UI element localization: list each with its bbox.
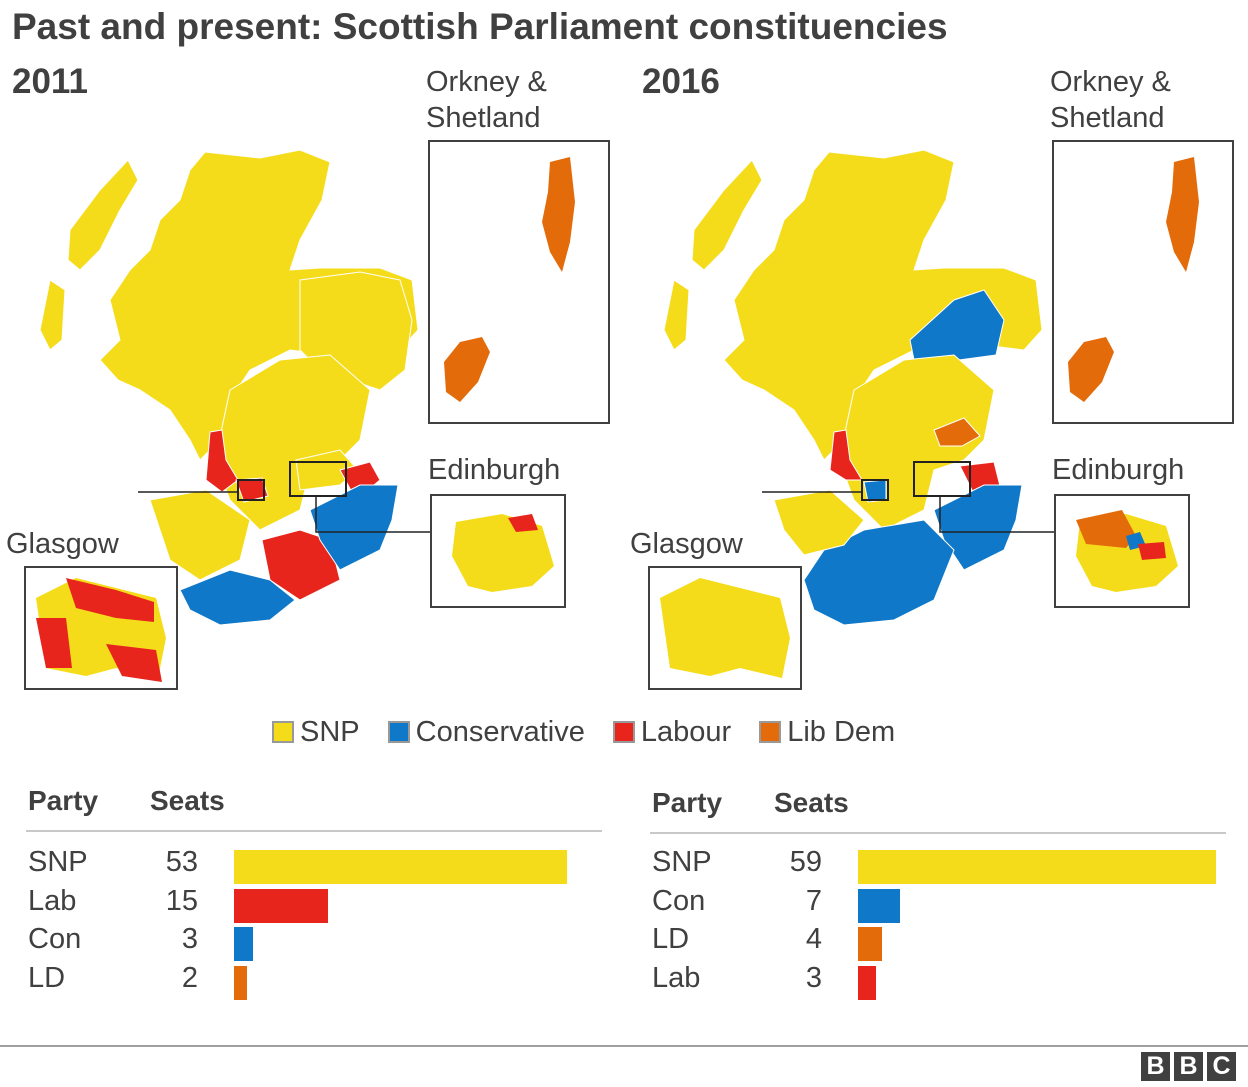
legend-item-snp: SNP bbox=[272, 716, 360, 749]
map-year-2011: 2011 bbox=[12, 62, 88, 101]
glasgow-inset-2016 bbox=[648, 566, 802, 690]
glasgow-red3-2011 bbox=[106, 644, 162, 682]
seat-count: 53 bbox=[165, 846, 198, 878]
party-label: SNP bbox=[652, 846, 712, 878]
bbc-logo-letter: B bbox=[1174, 1052, 1203, 1081]
edinburgh-label-2011: Edinburgh bbox=[428, 454, 561, 486]
glasgow-base-2016 bbox=[660, 578, 790, 678]
legend-item-libdem: Lib Dem bbox=[759, 716, 895, 749]
shetland-label-2011: Shetland bbox=[426, 102, 541, 134]
region-fife-2016 bbox=[933, 417, 981, 447]
seat-count: 2 bbox=[181, 961, 198, 994]
table-rule-2011 bbox=[26, 830, 602, 832]
table-header-seats-2011: Seats bbox=[150, 785, 225, 816]
glasgow-label-2016: Glasgow bbox=[630, 528, 743, 560]
edinburgh-label-2016: Edinburgh bbox=[1052, 454, 1185, 486]
orkney-shape-2011 bbox=[444, 337, 490, 402]
glasgow-inset-2011 bbox=[24, 566, 178, 690]
seats-chart-2011: SNP 53 Lab 15 Con 3 LD 2 bbox=[0, 846, 620, 1006]
region-skye-2016 bbox=[691, 159, 763, 271]
edinburgh-west-2016 bbox=[1076, 510, 1136, 548]
shetland-shape-2016 bbox=[1166, 157, 1199, 272]
legend-item-conservative: Conservative bbox=[387, 715, 585, 749]
seat-bar bbox=[234, 888, 329, 923]
region-borders-2011 bbox=[309, 484, 399, 571]
edinburgh-inset-2016 bbox=[1054, 494, 1190, 608]
region-ayrshire-2011 bbox=[149, 489, 251, 581]
edinburgh-east-2011 bbox=[508, 514, 538, 532]
legend-label-labour: Labour bbox=[640, 715, 732, 748]
seat-count: 3 bbox=[805, 961, 822, 994]
legend-swatch-conservative bbox=[387, 721, 410, 743]
seat-bar bbox=[858, 965, 877, 1000]
legend-swatch-labour bbox=[612, 721, 635, 743]
scotland-map-2011 bbox=[39, 149, 430, 626]
edinburgh-south-2016 bbox=[1138, 542, 1166, 560]
table-rule-2016 bbox=[650, 832, 1226, 834]
seat-count: 15 bbox=[165, 884, 198, 917]
table-header-party-2016: Party bbox=[652, 787, 723, 818]
region-skye-2011 bbox=[67, 159, 139, 271]
legend-label-snp: SNP bbox=[300, 715, 360, 748]
party-label: LD bbox=[28, 961, 66, 994]
party-label: SNP bbox=[28, 846, 88, 878]
bbc-logo: B B C bbox=[1137, 1052, 1236, 1081]
orkney-label-2011: Orkney & bbox=[426, 66, 547, 98]
edinburgh-base-2011 bbox=[452, 514, 554, 592]
seat-bar bbox=[858, 888, 901, 923]
legend-item-labour: Labour bbox=[612, 715, 732, 749]
map-legend: SNP Conservative Labour Lib Dem bbox=[272, 712, 923, 752]
party-label: Con bbox=[652, 884, 706, 917]
legend-swatch-libdem bbox=[759, 721, 782, 743]
party-label: LD bbox=[652, 923, 690, 955]
region-outer-2011 bbox=[39, 279, 66, 351]
seat-count: 4 bbox=[805, 923, 822, 955]
shetland-shape-2011 bbox=[542, 157, 575, 272]
seat-bar bbox=[234, 850, 567, 884]
party-label: Lab bbox=[28, 884, 77, 917]
scotland-map-2016 bbox=[663, 149, 1054, 626]
region-dumfries-2011 bbox=[179, 569, 296, 626]
seat-bar bbox=[234, 927, 253, 961]
seat-count: 7 bbox=[805, 884, 822, 917]
region-glasgow-2011 bbox=[235, 477, 269, 503]
seat-bar bbox=[234, 965, 247, 1000]
glasgow-red2-2011 bbox=[36, 618, 72, 668]
legend-label-libdem: Lib Dem bbox=[787, 715, 896, 748]
seats-chart-2016: SNP 59 Con 7 LD 4 Lab 3 bbox=[624, 846, 1244, 1006]
orkney-shape-2016 bbox=[1068, 337, 1114, 402]
party-label: Con bbox=[28, 923, 82, 955]
orkney-shetland-inset-2016 bbox=[1052, 140, 1234, 424]
seat-count: 59 bbox=[789, 846, 822, 878]
glasgow-red1-2011 bbox=[66, 578, 154, 622]
orkney-shetland-inset-2011 bbox=[428, 140, 610, 424]
orkney-label-2016: Orkney & bbox=[1050, 66, 1171, 98]
legend-swatch-snp bbox=[272, 721, 294, 743]
bbc-logo-letter: B bbox=[1141, 1052, 1170, 1081]
legend-label-conservative: Conservative bbox=[415, 715, 585, 748]
bbc-logo-letter: C bbox=[1207, 1052, 1236, 1081]
seat-bar bbox=[858, 927, 883, 961]
map-year-2016: 2016 bbox=[642, 62, 720, 101]
footer-rule bbox=[0, 1045, 1248, 1047]
shetland-label-2016: Shetland bbox=[1050, 102, 1165, 134]
table-header-seats-2016: Seats bbox=[774, 787, 849, 818]
region-ayrshire-2016 bbox=[773, 489, 865, 556]
table-header-party-2011: Party bbox=[28, 785, 99, 816]
region-dumfries-2016 bbox=[803, 519, 955, 626]
page-title: Past and present: Scottish Parliament co… bbox=[12, 6, 948, 47]
edinburgh-inset-2011 bbox=[430, 494, 566, 608]
region-outer-2016 bbox=[663, 279, 690, 351]
party-label: Lab bbox=[652, 961, 701, 994]
seat-bar bbox=[858, 850, 1216, 884]
seat-count: 3 bbox=[181, 923, 198, 955]
region-glasgow-2016 bbox=[863, 479, 887, 503]
glasgow-label-2011: Glasgow bbox=[6, 528, 119, 560]
